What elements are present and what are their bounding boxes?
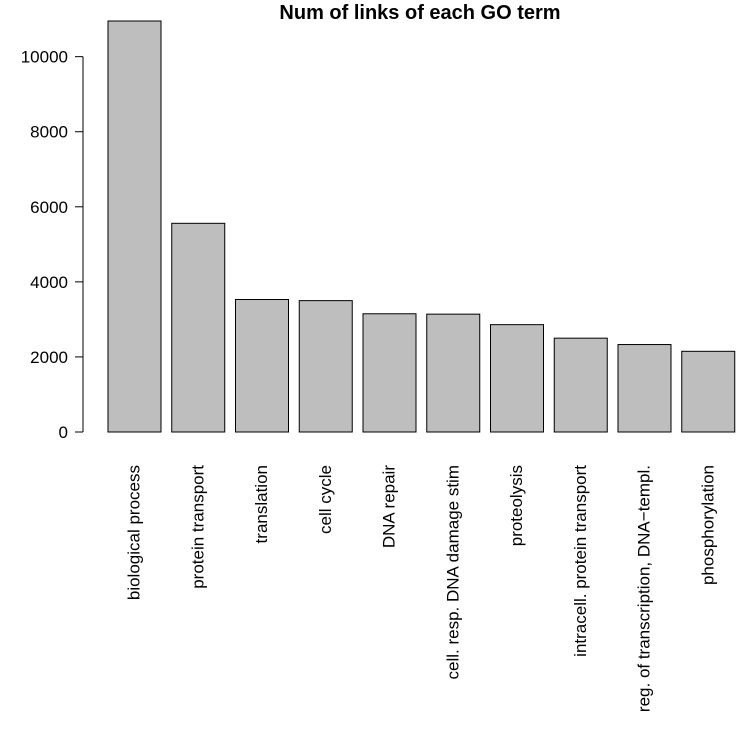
x-axis-labels: biological process protein transport trans…	[125, 465, 718, 712]
y-tick-label: 4000	[30, 273, 68, 292]
y-tick-label: 10000	[21, 48, 68, 67]
x-tick-label: translation	[252, 465, 271, 543]
y-tick-label: 0	[59, 423, 68, 442]
bar	[298, 300, 353, 433]
x-tick-label: biological process	[125, 465, 144, 600]
x-tick-label: reg. of transcription, DNA−templ.	[635, 465, 654, 712]
x-tick-label: phosphorylation	[698, 465, 717, 585]
y-tick-label: 6000	[30, 198, 68, 217]
bar	[553, 337, 608, 433]
bar	[490, 324, 544, 433]
bar	[362, 313, 417, 433]
x-tick-label: cell. resp. DNA damage stim	[443, 465, 462, 679]
x-tick-label: protein transport	[188, 465, 207, 589]
y-axis: 0 2000 4000 6000 8000 10000	[21, 48, 84, 442]
x-tick-label: cell cycle	[316, 465, 335, 534]
bar	[426, 313, 481, 433]
x-tick-label: DNA repair	[380, 465, 399, 548]
x-tick-label: proteolysis	[507, 465, 526, 546]
bar	[681, 350, 736, 433]
bar	[235, 299, 289, 433]
bar	[107, 20, 162, 433]
y-tick-label: 2000	[30, 348, 68, 367]
y-tick-label: 8000	[30, 123, 68, 142]
chart-title: Num of links of each GO term	[279, 2, 560, 24]
bar	[617, 344, 672, 433]
x-tick-label: intracell. protein transport	[571, 465, 590, 657]
bar	[171, 222, 226, 433]
bars	[107, 20, 736, 433]
